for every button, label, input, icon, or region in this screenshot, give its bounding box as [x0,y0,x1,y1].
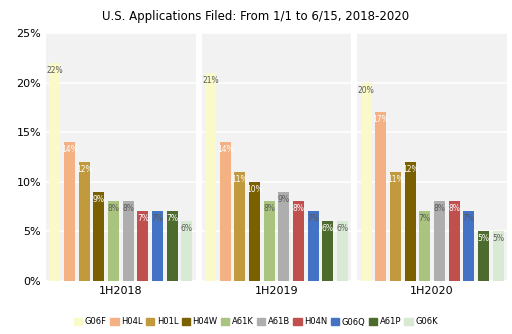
Text: 11%: 11% [387,175,404,184]
Bar [249,182,260,281]
Text: 14%: 14% [61,145,78,154]
Text: 21%: 21% [202,76,219,85]
Text: 7%: 7% [166,214,178,223]
Text: 7%: 7% [137,214,149,223]
Bar [137,211,148,281]
Text: 10%: 10% [246,185,263,194]
Text: 5%: 5% [492,234,504,243]
Bar [293,201,304,281]
Text: 11%: 11% [231,175,248,184]
Text: 8%: 8% [263,204,275,213]
Text: 17%: 17% [372,116,389,125]
X-axis label: 1H2020: 1H2020 [410,286,454,296]
Text: 20%: 20% [358,86,374,95]
Bar [434,201,445,281]
Text: 5%: 5% [477,234,489,243]
Bar [234,172,245,281]
Text: 22%: 22% [47,66,63,75]
Text: U.S. Applications Filed: From 1/1 to 6/15, 2018-2020: U.S. Applications Filed: From 1/1 to 6/1… [102,10,410,23]
Bar [375,113,386,281]
Bar [308,211,318,281]
Bar [93,192,104,281]
Text: 8%: 8% [434,204,445,213]
Text: 7%: 7% [307,214,319,223]
Bar [220,142,230,281]
Bar [108,201,119,281]
Bar [79,162,90,281]
X-axis label: 1H2018: 1H2018 [99,286,143,296]
Bar [419,211,430,281]
Bar [123,201,134,281]
Text: 9%: 9% [93,194,105,203]
Legend: G06F, H04L, H01L, H04W, A61K, A61B, H04N, G06Q, A61P, G06K: G06F, H04L, H01L, H04W, A61K, A61B, H04N… [71,314,441,330]
Bar [493,231,504,281]
Bar [463,211,474,281]
Bar [152,211,163,281]
Bar [478,231,489,281]
Bar [205,73,216,281]
Bar [360,83,372,281]
Bar [279,192,289,281]
Text: 8%: 8% [292,204,305,213]
Text: 8%: 8% [108,204,119,213]
Text: 6%: 6% [322,224,334,233]
Bar [49,63,60,281]
Text: 6%: 6% [181,224,193,233]
Text: 12%: 12% [76,165,93,174]
Bar [323,221,333,281]
Bar [337,221,348,281]
Bar [264,201,274,281]
Text: 9%: 9% [278,194,290,203]
Text: 7%: 7% [419,214,431,223]
Text: 14%: 14% [217,145,233,154]
Bar [167,211,178,281]
Bar [181,221,193,281]
Text: 8%: 8% [448,204,460,213]
Text: 7%: 7% [152,214,163,223]
Text: 6%: 6% [336,224,349,233]
X-axis label: 1H2019: 1H2019 [254,286,298,296]
Bar [390,172,401,281]
Bar [404,162,416,281]
Bar [64,142,75,281]
Text: 8%: 8% [122,204,134,213]
Text: 7%: 7% [463,214,475,223]
Bar [449,201,460,281]
Text: 12%: 12% [402,165,418,174]
